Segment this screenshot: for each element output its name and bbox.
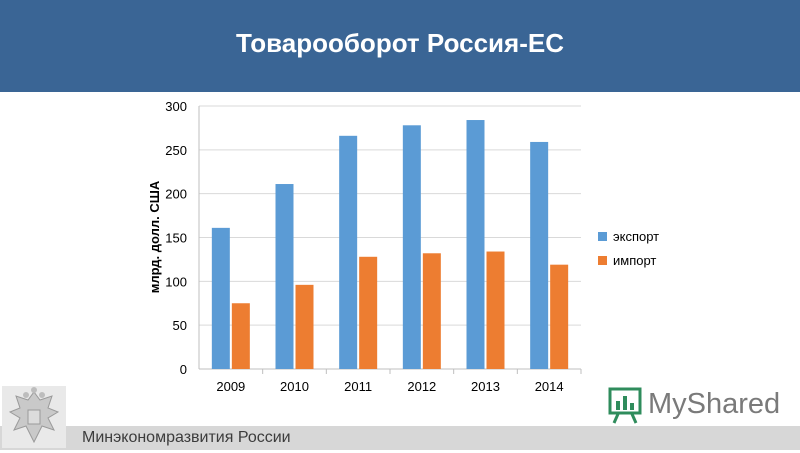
bar-export — [275, 184, 294, 369]
bar-import — [550, 264, 569, 369]
slide-title: Товарооборот Россия-ЕС — [236, 28, 564, 58]
bar-export — [402, 125, 421, 369]
ministry-name: Минэкономразвития России — [82, 429, 291, 446]
x-tick-label: 2013 — [471, 379, 500, 394]
y-tick-label: 200 — [165, 187, 187, 202]
bar-import — [359, 256, 378, 369]
bar-import — [231, 303, 250, 369]
footer-bar — [0, 426, 800, 450]
bar-import — [422, 253, 441, 369]
watermark-logo: MyShared — [606, 385, 780, 425]
bar-export — [211, 227, 230, 369]
bar-export — [339, 135, 358, 369]
x-tick-label: 2010 — [280, 379, 309, 394]
title-banner — [0, 0, 800, 92]
x-tick-label: 2012 — [407, 379, 436, 394]
y-tick-label: 50 — [173, 318, 187, 333]
bar-export — [530, 141, 549, 369]
presentation-board-icon — [608, 387, 642, 424]
legend-swatch-export — [598, 232, 607, 241]
bar-import — [486, 251, 505, 369]
coat-of-arms-icon — [2, 386, 66, 448]
y-tick-label: 300 — [165, 99, 187, 114]
y-tick-label: 250 — [165, 143, 187, 158]
y-tick-label: 0 — [180, 362, 187, 377]
x-tick-label: 2009 — [216, 379, 245, 394]
legend-label: экспорт — [613, 229, 659, 244]
y-tick-label: 100 — [165, 274, 187, 289]
watermark-text: MyShared — [648, 388, 781, 420]
legend-label: импорт — [613, 253, 656, 268]
legend-swatch-import — [598, 256, 607, 265]
x-tick-label: 2011 — [344, 379, 372, 394]
bar-import — [295, 284, 314, 369]
y-axis-label: млрд. долл. США — [147, 180, 162, 293]
x-tick-label: 2014 — [535, 379, 564, 394]
y-tick-label: 150 — [165, 231, 187, 246]
bar-export — [466, 120, 485, 369]
